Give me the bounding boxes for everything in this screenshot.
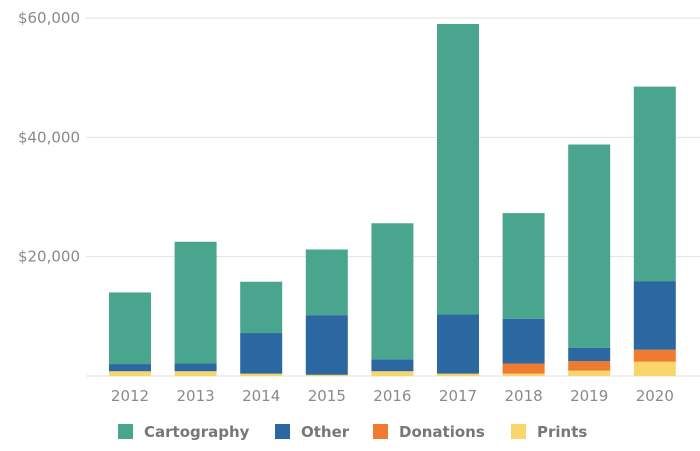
legend-item-donations[interactable]: Donations (373, 423, 485, 441)
bar-cartography-2013 (174, 241, 217, 364)
bar-stack-2015 (305, 249, 348, 376)
bar-cartography-2017 (437, 23, 479, 315)
x-tick-label: 2012 (111, 387, 149, 405)
bar-stack-2013 (174, 241, 217, 376)
y-tick-label: $20,000 (18, 248, 80, 266)
bar-other-2017 (437, 314, 479, 374)
bar-cartography-2019 (568, 144, 611, 348)
bar-other-2019 (568, 347, 611, 362)
x-tick-label: 2017 (439, 387, 477, 405)
bar-donations-2020 (633, 349, 676, 362)
bars (109, 23, 676, 376)
legend-swatch (275, 424, 290, 439)
bar-other-2014 (240, 333, 283, 374)
bar-stack-2018 (502, 213, 545, 376)
bar-other-2016 (371, 359, 414, 372)
bar-prints-2013 (174, 371, 217, 376)
legend-swatch (373, 424, 388, 439)
bar-cartography-2016 (371, 223, 414, 360)
x-tick-label: 2015 (308, 387, 346, 405)
bar-prints-2012 (109, 371, 151, 376)
bar-donations-2018 (502, 363, 545, 374)
legend-swatch (511, 424, 526, 439)
bar-stack-2016 (371, 223, 414, 376)
bar-cartography-2018 (502, 213, 545, 319)
bar-prints-2016 (371, 371, 414, 376)
legend-label: Donations (399, 423, 485, 441)
legend-item-other[interactable]: Other (275, 423, 350, 441)
y-tick-label: $60,000 (18, 9, 80, 27)
x-tick-label: 2019 (570, 387, 608, 405)
bar-prints-2019 (568, 370, 611, 376)
legend-label: Prints (537, 423, 587, 441)
bar-prints-2014 (240, 373, 283, 376)
x-tick-label: 2014 (242, 387, 280, 405)
bar-stack-2014 (240, 281, 283, 376)
bar-stack-2012 (109, 292, 151, 376)
bar-other-2012 (109, 364, 151, 372)
x-tick-label: 2016 (373, 387, 411, 405)
x-tick-label: 2020 (636, 387, 674, 405)
bar-stack-2019 (568, 144, 611, 376)
bar-stack-2017 (437, 23, 479, 376)
bar-other-2013 (174, 363, 217, 372)
bar-donations-2019 (568, 361, 611, 371)
bar-prints-2015 (305, 374, 348, 376)
bar-prints-2017 (437, 373, 479, 376)
bar-other-2015 (305, 315, 348, 375)
bar-prints-2020 (633, 361, 676, 376)
legend-item-prints[interactable]: Prints (511, 423, 587, 441)
legend-swatch (118, 424, 133, 439)
legend-item-cartography[interactable]: Cartography (118, 423, 250, 441)
bar-cartography-2020 (633, 86, 676, 282)
x-tick-label: 2013 (177, 387, 215, 405)
bar-cartography-2014 (240, 281, 283, 334)
x-tick-label: 2018 (505, 387, 543, 405)
bar-other-2020 (633, 281, 676, 350)
y-axis-ticks: $20,000 $40,000 $60,000 (18, 9, 80, 266)
y-tick-label: $40,000 (18, 128, 80, 146)
legend-label: Other (301, 423, 350, 441)
bar-cartography-2015 (305, 249, 348, 316)
bar-prints-2018 (502, 373, 545, 376)
bar-other-2018 (502, 318, 545, 364)
legend: Cartography Other Donations Prints (118, 423, 587, 441)
bar-cartography-2012 (109, 292, 151, 365)
bar-stack-2020 (633, 86, 676, 376)
legend-label: Cartography (144, 423, 250, 441)
x-axis-ticks: 2012 2013 2014 2015 2016 2017 2018 2019 2020 (111, 387, 674, 405)
